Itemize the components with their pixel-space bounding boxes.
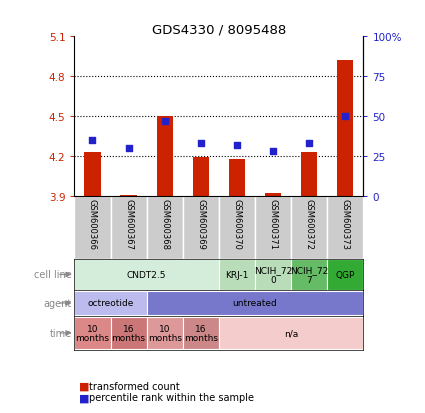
Text: 10
months: 10 months <box>148 324 181 342</box>
Bar <box>74 317 110 349</box>
Bar <box>74 291 147 316</box>
Bar <box>120 195 137 197</box>
Bar <box>193 158 209 197</box>
Text: KRJ-1: KRJ-1 <box>225 271 249 279</box>
Bar <box>84 153 101 197</box>
Text: untreated: untreated <box>232 299 278 308</box>
Bar <box>110 197 147 259</box>
Point <box>89 138 96 144</box>
Text: GSM600371: GSM600371 <box>269 198 278 249</box>
Text: 10
months: 10 months <box>76 324 109 342</box>
Point <box>234 142 241 149</box>
Text: 16
months: 16 months <box>111 324 145 342</box>
Bar <box>255 260 291 290</box>
Text: NCIH_72
7: NCIH_72 7 <box>290 266 328 284</box>
Text: cell line: cell line <box>34 270 71 280</box>
Title: GDS4330 / 8095488: GDS4330 / 8095488 <box>152 23 286 36</box>
Text: QGP: QGP <box>336 271 355 279</box>
Text: GSM600367: GSM600367 <box>124 198 133 249</box>
Bar <box>291 260 327 290</box>
Text: n/a: n/a <box>284 329 298 338</box>
Bar <box>337 61 354 197</box>
Point <box>161 119 168 125</box>
Text: NCIH_72
0: NCIH_72 0 <box>254 266 292 284</box>
Text: GSM600368: GSM600368 <box>160 198 169 249</box>
Bar <box>327 197 363 259</box>
Point <box>125 145 132 152</box>
Text: octreotide: octreotide <box>87 299 134 308</box>
Text: GSM600366: GSM600366 <box>88 198 97 249</box>
Bar <box>327 260 363 290</box>
Bar <box>110 317 147 349</box>
Text: transformed count: transformed count <box>89 381 180 391</box>
Bar <box>219 260 255 290</box>
Text: agent: agent <box>43 298 71 308</box>
Bar <box>219 197 255 259</box>
Bar <box>74 197 110 259</box>
Point <box>306 141 312 147</box>
Text: GSM600370: GSM600370 <box>232 198 241 249</box>
Bar <box>147 291 363 316</box>
Bar <box>156 117 173 197</box>
Bar <box>147 197 183 259</box>
Bar <box>265 194 281 197</box>
Text: ■: ■ <box>79 381 89 391</box>
Bar <box>183 317 219 349</box>
Text: percentile rank within the sample: percentile rank within the sample <box>89 392 254 402</box>
Bar <box>301 153 317 197</box>
Text: GSM600369: GSM600369 <box>196 198 205 249</box>
Point <box>342 114 348 120</box>
Bar <box>229 159 245 197</box>
Bar <box>291 197 327 259</box>
Text: ■: ■ <box>79 392 89 402</box>
Point <box>197 141 204 147</box>
Text: GSM600373: GSM600373 <box>341 198 350 249</box>
Bar <box>183 197 219 259</box>
Text: CNDT2.5: CNDT2.5 <box>127 271 166 279</box>
Bar <box>74 260 219 290</box>
Bar <box>219 317 363 349</box>
Point <box>269 149 276 155</box>
Text: time: time <box>49 328 71 338</box>
Text: GSM600372: GSM600372 <box>305 198 314 249</box>
Bar <box>255 197 291 259</box>
Bar <box>147 317 183 349</box>
Text: 16
months: 16 months <box>184 324 218 342</box>
